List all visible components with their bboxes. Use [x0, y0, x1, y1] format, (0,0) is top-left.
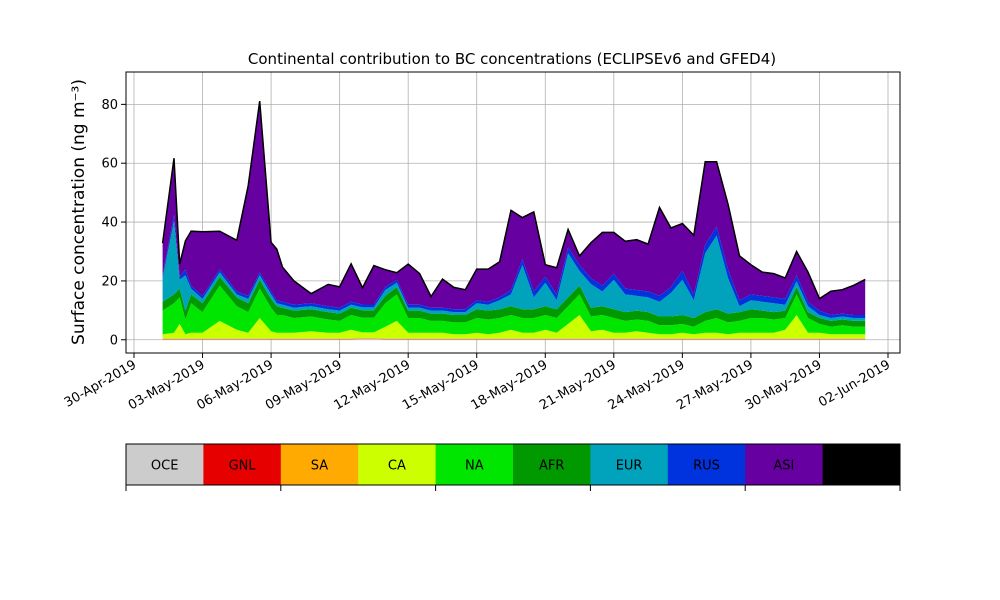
legend-label-na: NA [465, 459, 484, 474]
legend-label-aus: AUS [848, 459, 875, 474]
legend-swatch-gnl [203, 444, 282, 485]
y-axis-label: Surface concentration (ng m⁻³) [69, 79, 89, 345]
area-layer [162, 101, 866, 340]
legend-label-afr: AFR [539, 459, 564, 474]
y-tick-label: 20 [101, 274, 118, 289]
area-oce [162, 338, 866, 340]
y-tick-label: 80 [101, 98, 118, 113]
legend-label-asi: ASI [773, 459, 794, 474]
legend-label-oce: OCE [151, 459, 179, 474]
area-asi [162, 101, 866, 316]
legend-label-rus: RUS [693, 459, 720, 474]
legend-swatch-asi [745, 444, 824, 485]
plot-frame [125, 71, 901, 354]
legend-swatch-eur [590, 444, 669, 485]
total-concentration-line [161, 100, 866, 300]
y-tick-label: 40 [101, 216, 118, 231]
legend-label-eur: EUR [616, 459, 643, 474]
legend-swatch-ca [358, 444, 437, 485]
legend-frame [125, 443, 901, 486]
legend-swatch-aus [822, 444, 901, 485]
legend-swatch-afr [513, 444, 591, 485]
area-sa [162, 338, 866, 339]
area-afr [162, 276, 866, 327]
legend-swatch-oce [126, 444, 204, 485]
y-tick-label: 0 [110, 333, 118, 348]
legend-swatch-na [435, 444, 514, 485]
legend-swatch-rus [667, 444, 746, 485]
legend-label-gnl: GNL [229, 459, 257, 474]
y-tick-label: 60 [101, 157, 118, 172]
area-gnl [162, 338, 866, 340]
legend-label-ca: CA [388, 459, 406, 474]
area-na [162, 285, 866, 335]
chart-title: Continental contribution to BC concentra… [248, 50, 776, 68]
legend-label-sa: SA [311, 459, 328, 474]
legend-colorbar: OCE GNL SA CA NA AFR EUR RUS ASI AUS [125, 443, 901, 491]
area-rus [162, 215, 866, 318]
legend-swatch-sa [280, 444, 359, 485]
y-axis: 0 20 40 60 80 [101, 98, 126, 348]
area-eur [162, 220, 866, 321]
